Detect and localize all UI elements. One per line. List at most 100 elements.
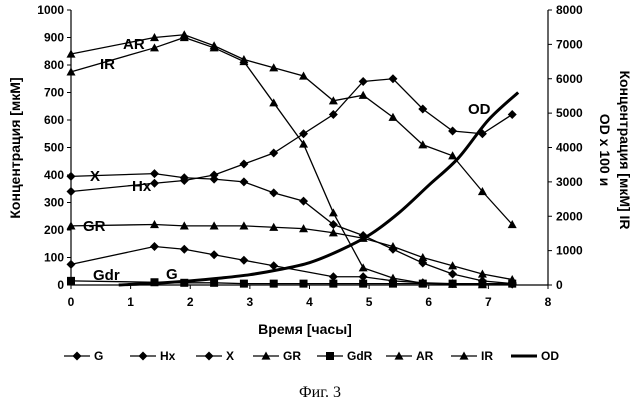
series-line-g [71, 247, 512, 285]
y2-axis-title-line1: OD x 100 и [597, 114, 613, 186]
legend-label-gdr: GdR [347, 349, 373, 363]
legend-marker-g [73, 352, 82, 361]
chart-series [67, 30, 519, 288]
chart-axes: 0 100 200 300 400 500 600 700 800 900 1000 0 1000 200… [7, 3, 633, 337]
data-point-gdr [240, 280, 248, 288]
data-point-g [180, 245, 189, 254]
data-point-x [508, 110, 517, 119]
y-axis-title: Концентрация [мкМ] [7, 77, 23, 218]
x-tick-label: 0 [68, 295, 75, 309]
y-tick-label: 100 [44, 251, 64, 265]
series-gdr [67, 277, 516, 288]
legend-label-ir: IR [481, 349, 493, 363]
data-point-hx [239, 177, 248, 186]
legend-item-gr: GR [253, 349, 301, 363]
curve-label-hx: Hx [132, 178, 152, 195]
legend-item-g: G [64, 349, 103, 363]
x-tick-label: 3 [247, 295, 254, 309]
series-od [119, 93, 518, 286]
curve-label-ar: AR [123, 36, 145, 53]
data-point-ar [448, 151, 457, 159]
curve-label-od: OD [468, 101, 491, 118]
data-point-gdr [359, 280, 367, 288]
y2-tick-label: 2000 [556, 209, 583, 223]
legend-item-hx: Hx [130, 349, 176, 363]
data-point-x [299, 129, 308, 138]
data-point-gdr [67, 277, 75, 285]
x-tick-label: 4 [306, 295, 313, 309]
data-point-hx [67, 172, 76, 181]
legend-item-gdr: GdR [317, 349, 373, 363]
data-point-gdr [508, 280, 516, 288]
data-point-ir [329, 208, 338, 216]
y-tick-label: 0 [57, 278, 64, 292]
data-point-x [269, 149, 278, 158]
y-tick-label: 800 [44, 58, 64, 72]
chart-annotations: G Hx X GR Gdr AR IR OD [83, 36, 491, 284]
legend-item-ar: AR [386, 349, 434, 363]
data-point-hx [269, 188, 278, 197]
y-tick-label: 600 [44, 113, 64, 127]
curve-label-g: G [166, 266, 178, 283]
legend-label-hx: Hx [160, 349, 176, 363]
legend-label-g: G [94, 349, 103, 363]
data-point-hx [150, 169, 159, 178]
data-point-g [210, 250, 219, 259]
data-point-g [67, 260, 76, 269]
series-line-ar [71, 35, 512, 225]
data-point-ir [359, 263, 368, 271]
legend-label-x: X [226, 349, 234, 363]
legend-label-od: OD [541, 349, 559, 363]
x-tick-label: 8 [545, 295, 552, 309]
series-line-ir [71, 38, 482, 285]
data-point-x [150, 179, 159, 188]
legend-item-od: OD [511, 349, 559, 363]
x-axis-title: Время [часы] [258, 321, 352, 337]
y-tick-label: 400 [44, 168, 64, 182]
data-point-gdr [300, 280, 308, 288]
data-point-x [67, 187, 76, 196]
y-tick-label: 700 [44, 86, 64, 100]
legend-label-gr: GR [283, 349, 301, 363]
data-point-hx [448, 270, 457, 279]
y2-axis-title-line2: Концентрация [мкМ] IR [617, 70, 633, 229]
legend-item-ir: IR [451, 349, 493, 363]
y-tick-label: 300 [44, 196, 64, 210]
x-tick-label: 7 [485, 295, 492, 309]
y2-tick-label: 5000 [556, 106, 583, 120]
y-tick-label: 900 [44, 31, 64, 45]
legend-item-x: X [196, 349, 234, 363]
legend-marker-hx [139, 352, 148, 361]
curve-label-ir: IR [100, 56, 115, 73]
x-tick-label: 2 [187, 295, 194, 309]
legend-marker-gdr [326, 352, 334, 360]
chart-legend: G Hx X GR GdR AR IR OD [64, 349, 559, 363]
y2-tick-label: 8000 [556, 3, 583, 17]
y2-tick-label: 1000 [556, 244, 583, 258]
data-point-gdr [329, 280, 337, 288]
curve-label-gdr: Gdr [93, 267, 120, 284]
data-point-g [150, 242, 159, 251]
data-point-gr [418, 253, 427, 261]
y2-tick-label: 7000 [556, 37, 583, 51]
curve-label-gr: GR [83, 218, 106, 235]
data-point-ar [359, 91, 368, 99]
y-tick-label: 200 [44, 223, 64, 237]
data-point-x [448, 127, 457, 136]
data-point-g [239, 256, 248, 265]
figure-caption: Фиг. 3 [0, 384, 640, 402]
legend-marker-x [205, 352, 214, 361]
chart-figure: 0 100 200 300 400 500 600 700 800 900 1000 0 1000 200… [0, 0, 640, 380]
x-tick-label: 5 [366, 295, 373, 309]
data-point-x [239, 160, 248, 169]
curve-label-x: X [90, 168, 100, 185]
x-tick-label: 6 [425, 295, 432, 309]
y2-tick-label: 4000 [556, 141, 583, 155]
x-tick-label: 1 [127, 295, 134, 309]
data-point-gdr [270, 280, 278, 288]
y2-tick-label: 6000 [556, 72, 583, 86]
data-point-ar [388, 113, 397, 121]
y-tick-label: 1000 [37, 3, 64, 17]
legend-label-ar: AR [416, 349, 434, 363]
y-tick-label: 500 [44, 141, 64, 155]
